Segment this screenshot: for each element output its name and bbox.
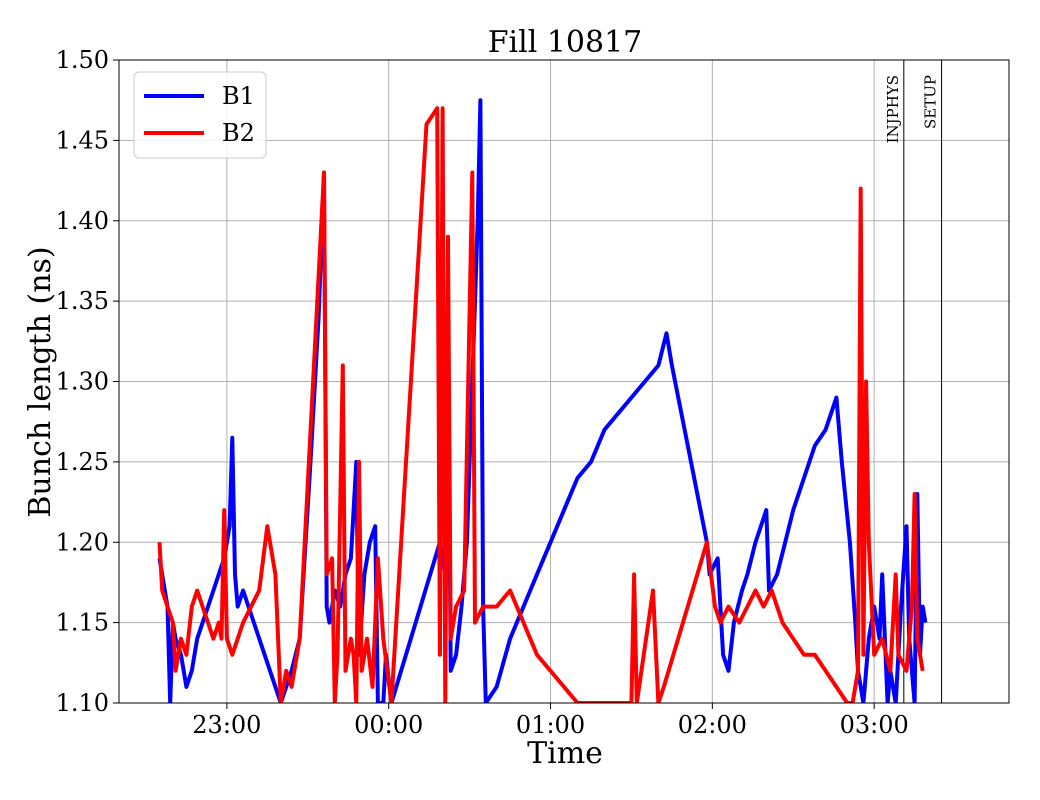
mode-marker-label: SETUP [922,75,940,129]
x-axis-ticks: 23:00 00:00 01:00 02:00 03:00 [192,703,909,739]
legend-box [133,71,267,159]
y-tick-label: 1.50 [56,46,109,74]
series-lines [157,98,928,703]
y-tick-label: 1.20 [56,528,109,556]
legend-label-b2: B2 [222,119,255,147]
x-tick-label: 02:00 [678,711,747,739]
x-tick-label: 03:00 [840,711,909,739]
series-line-b2 [157,106,925,703]
y-tick-label: 1.25 [56,448,109,476]
y-tick-label: 1.45 [56,126,109,154]
y-tick-label: 1.10 [56,689,109,717]
mode-marker-label: INJPHYS [884,75,902,143]
legend: B1 B2 [133,71,267,159]
series-line-b1 [157,98,928,703]
chart-title: Fill 10817 [488,25,643,60]
y-tick-label: 1.30 [56,368,109,396]
y-tick-label: 1.40 [56,207,109,235]
x-tick-label: 01:00 [516,711,585,739]
y-axis-ticks: 1.10 1.15 1.20 1.25 1.30 1.35 1.40 1.45 1.50 [56,46,119,717]
x-tick-label: 00:00 [354,711,423,739]
legend-label-b1: B1 [222,82,255,110]
x-tick-label: 23:00 [192,711,261,739]
x-axis-title: Time [527,736,603,771]
y-axis-title: Bunch length (ns) [23,246,58,517]
y-tick-label: 1.35 [56,287,109,315]
y-tick-label: 1.15 [56,609,109,637]
